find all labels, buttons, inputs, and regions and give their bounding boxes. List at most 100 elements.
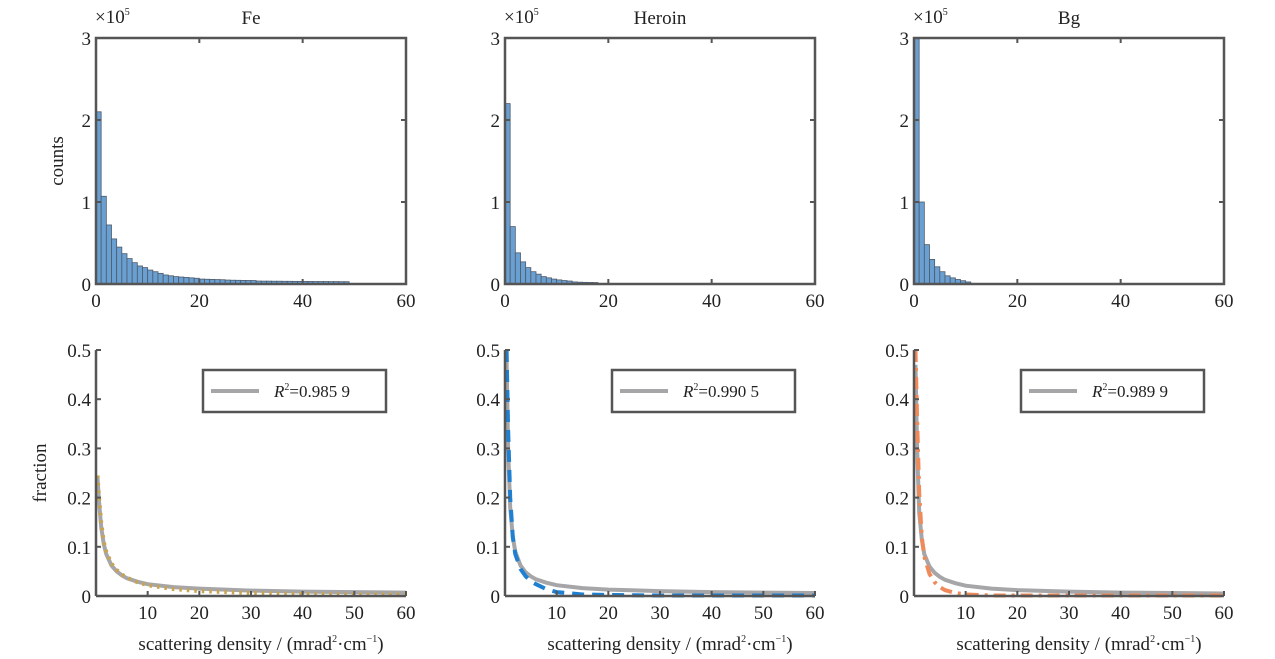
x-tick-label: 40 [293,291,312,312]
fraction-panel-2: 10 20 30 40 50 60 0 0.1 0.2 0.3 0.4 0.5 scattering d… [476,341,824,655]
legend: R2=0.990 5 [610,368,797,414]
y-multiplier-label: ×105 [913,7,948,28]
histogram-bar [509,226,516,285]
y-tick-label: 1 [491,193,501,214]
y-tick-label: 0.4 [885,390,909,411]
y-tick-label: 0.5 [885,341,909,362]
legend-label: R2=0.985 9 [273,382,350,401]
histogram-bar [105,224,112,285]
legend-r-sup: 2 [284,382,289,393]
histogram-bar [131,262,138,285]
x-tick-label: 30 [651,603,670,624]
x-tick-label: 0 [909,291,919,312]
series-line-fit [504,359,816,595]
histogram-bar [525,267,532,285]
y-multiplier-label: ×105 [504,7,539,28]
x-tick-label: 50 [754,603,773,624]
y-tick-label: 0.4 [67,390,91,411]
y-tick-label: 3 [900,29,910,50]
x-axis-label-mid: ·cm [1155,634,1185,655]
histogram-bar [918,201,925,285]
x-tick-label: 20 [190,603,209,624]
y-tick-label: 0 [491,275,501,296]
series-line-fit [95,477,407,595]
x-tick-label: 10 [138,603,157,624]
x-tick-label: 10 [956,603,975,624]
legend: R2=0.989 9 [1019,368,1206,414]
y-tick-label: 0.1 [67,538,91,559]
y-axis-label: fraction [30,443,51,503]
x-tick-label: 60 [1215,603,1234,624]
fraction-panel-1: 10 20 30 40 50 60 0 0.1 0.2 0.3 0.4 0.5 scattering d… [30,341,416,655]
x-tick-label: 60 [1215,291,1234,312]
histogram-bar [100,195,107,285]
plot-frame [912,36,1226,286]
legend-r-symbol: R [273,382,285,401]
histogram-bar [939,271,946,285]
x-tick-label: 60 [397,603,416,624]
x-axis-label-sup: −1 [776,634,787,645]
y-tick-label: 0.2 [476,489,500,510]
y-tick-label: 0 [82,275,92,296]
x-axis-label-sup: −1 [1185,634,1196,645]
legend-r-value: =0.985 9 [289,382,350,401]
histogram-bar [514,252,521,285]
y-tick-label: 0.3 [476,439,500,460]
x-axis-label-sup: 2 [1150,634,1155,645]
x-tick-label: 20 [599,291,618,312]
histogram-bar [530,271,537,285]
x-axis-label-sup: −1 [367,634,378,645]
y-multiplier-exponent: 5 [125,7,130,18]
histogram-bar [126,258,133,285]
y-tick-label: 0.4 [476,390,500,411]
y-tick-label: 0.3 [67,439,91,460]
histogram-bar [121,253,128,285]
histogram-bar [152,271,159,285]
histogram-bar [923,244,930,285]
y-tick-label: 1 [900,193,910,214]
x-axis-label: scattering density / (mrad2·cm−1) [138,634,383,655]
y-tick-label: 0 [900,587,910,608]
series-line-data [95,475,406,597]
y-multiplier-label: ×105 [95,7,130,28]
y-tick-label: 0.2 [885,489,909,510]
legend-r-symbol: R [682,382,694,401]
y-tick-label: 0.5 [67,341,91,362]
x-axis-label-sup: 2 [741,634,746,645]
x-tick-label: 20 [1008,291,1027,312]
x-axis-label-mid: ·cm [746,634,776,655]
x-tick-label: 30 [1060,603,1079,624]
histogram-panel-fe: 0 20 40 60 0 1 2 3×105 Fe counts [47,7,416,312]
panel-title: Fe [242,8,261,29]
y-tick-label: 0.5 [476,341,500,362]
legend-label: R2=0.989 9 [1091,382,1168,401]
y-tick-label: 2 [491,111,501,132]
x-tick-label: 50 [1163,603,1182,624]
legend-box [1019,368,1206,414]
histogram-bar [136,265,143,285]
y-tick-label: 0.2 [67,489,91,510]
y-tick-label: 3 [82,29,92,50]
x-tick-label: 0 [91,291,101,312]
x-axis-label-end: ) [1195,634,1201,655]
legend-r-value: =0.990 5 [698,382,759,401]
histogram-bar [929,258,936,285]
x-tick-label: 40 [702,603,721,624]
y-tick-label: 2 [82,111,92,132]
y-multiplier-exponent: 5 [943,7,948,18]
plot-frame [503,36,817,286]
x-tick-label: 60 [806,291,825,312]
histogram-bar [520,261,527,285]
legend: R2=0.985 9 [201,368,388,414]
legend-r-sup: 2 [693,382,698,393]
x-tick-label: 20 [599,603,618,624]
x-tick-label: 60 [806,603,825,624]
y-tick-label: 0.1 [885,538,909,559]
histogram-bar [157,272,164,285]
panel-title: Bg [1058,8,1081,29]
x-tick-label: 20 [1008,603,1027,624]
x-tick-label: 60 [397,291,416,312]
histogram-panel-heroin: 0 20 40 60 0 1 2 3×105 Heroin [491,7,825,312]
x-axis-label-end: ) [786,634,792,655]
